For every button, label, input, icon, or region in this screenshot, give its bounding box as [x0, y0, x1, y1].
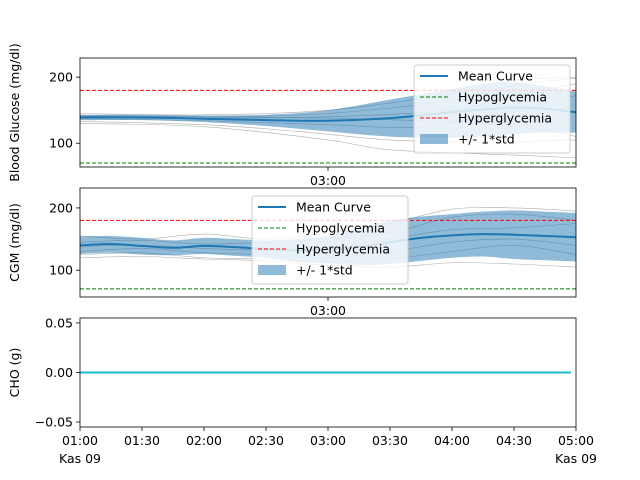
y-tick-label: 0.00 — [45, 365, 73, 380]
cgm-panel: 100 200 CGM (mg/dl) 03:00 Mean Curve Hypoglyc… — [7, 187, 577, 318]
legend-label: Hyperglycemia — [296, 242, 390, 257]
individual-trace — [80, 123, 576, 159]
y-axis-label: Blood Glucose (mg/dl) — [7, 43, 22, 182]
legend-handle — [420, 134, 448, 144]
y-tick-label: 0.05 — [45, 315, 73, 330]
x-tick-label: 03:00 — [310, 433, 346, 448]
legend-handle — [258, 265, 286, 275]
x-tick-label: 05:00 — [558, 433, 594, 448]
x-tick-label: 04:00 — [434, 433, 470, 448]
y-tick-label: −0.05 — [35, 415, 73, 430]
x-tick-label: 01:00 — [62, 433, 98, 448]
legend-label: +/- 1*std — [458, 132, 515, 147]
x-tick-label: 03:00 — [310, 303, 346, 318]
y-axis-label: CHO (g) — [7, 348, 22, 398]
cho-panel: −0.05 0.00 0.05 CHO (g) 01:00 01:30 02:00 02:30… — [7, 315, 597, 466]
x-tick-label: 02:00 — [186, 433, 222, 448]
date-label-right: Kas 09 — [555, 451, 597, 466]
x-tick-label: 01:30 — [124, 433, 160, 448]
legend-label: Mean Curve — [458, 69, 533, 84]
x-tick-label: 02:30 — [248, 433, 284, 448]
legend-label: Hypoglycemia — [296, 221, 385, 236]
blood-glucose-panel: 100 200 Blood Glucose (mg/dl) 03:00 Mean Cur… — [7, 43, 577, 188]
legend-box — [251, 195, 409, 285]
date-label-left: Kas 09 — [59, 451, 101, 466]
x-tick-label: 03:00 — [310, 173, 346, 188]
legend-label: Hyperglycemia — [458, 111, 552, 126]
x-tick-label: 04:30 — [496, 433, 532, 448]
legend-label: +/- 1*std — [296, 263, 353, 278]
x-tick-label: 03:30 — [372, 433, 408, 448]
y-tick-label: 100 — [49, 136, 73, 151]
y-tick-label: 200 — [49, 200, 73, 215]
y-tick-label: 100 — [49, 263, 73, 278]
legend-box — [413, 64, 571, 154]
y-axis-label: CGM (mg/dl) — [7, 203, 22, 282]
legend-label: Mean Curve — [296, 200, 371, 215]
y-tick-label: 200 — [49, 70, 73, 85]
legend-label: Hypoglycemia — [458, 90, 547, 105]
